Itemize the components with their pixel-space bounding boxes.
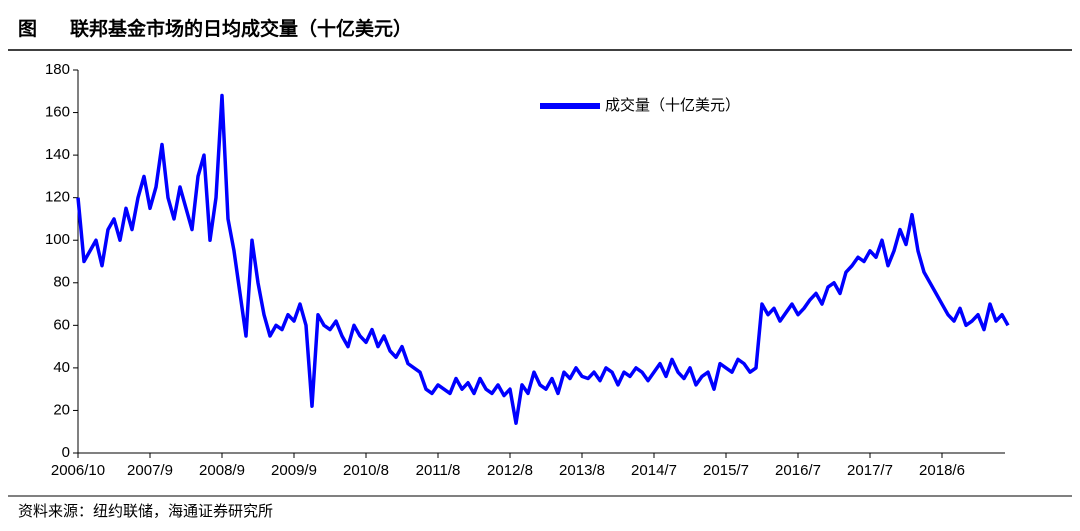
x-tick-label: 2015/7 (703, 462, 749, 479)
data-line (76, 93, 1010, 425)
legend-label: 成交量（十亿美元） (605, 96, 740, 114)
x-tick-label: 2013/8 (559, 462, 605, 479)
y-tick-label: 60 (53, 316, 70, 333)
y-tick-label: 140 (45, 146, 70, 163)
y-tick-label: 20 (53, 401, 70, 418)
y-tick-label: 100 (45, 231, 70, 248)
x-tick-label: 2009/9 (271, 462, 317, 479)
x-tick-label: 2008/9 (199, 462, 245, 479)
x-tick-label: 2018/6 (919, 462, 965, 479)
y-tick-label: 180 (45, 61, 70, 78)
source-note: 资料来源：纽约联储，海通证券研究所 (18, 503, 273, 520)
figure-label: 图 (18, 18, 37, 40)
y-tick-label: 40 (53, 359, 70, 376)
x-tick-label: 2017/7 (847, 462, 893, 479)
chart-title: 联邦基金市场的日均成交量（十亿美元） (70, 17, 412, 40)
x-tick-label: 2010/8 (343, 462, 389, 479)
y-tick-label: 80 (53, 274, 70, 291)
x-tick-label: 2011/8 (416, 462, 461, 479)
y-tick-label: 0 (62, 444, 70, 461)
y-tick-label: 160 (45, 104, 70, 121)
x-tick-label: 2006/10 (51, 462, 105, 479)
x-tick-label: 2007/9 (127, 462, 173, 479)
y-tick-label: 120 (45, 189, 70, 206)
x-tick-label: 2014/7 (631, 462, 677, 479)
x-tick-label: 2012/8 (487, 462, 533, 479)
x-tick-label: 2016/7 (775, 462, 821, 479)
